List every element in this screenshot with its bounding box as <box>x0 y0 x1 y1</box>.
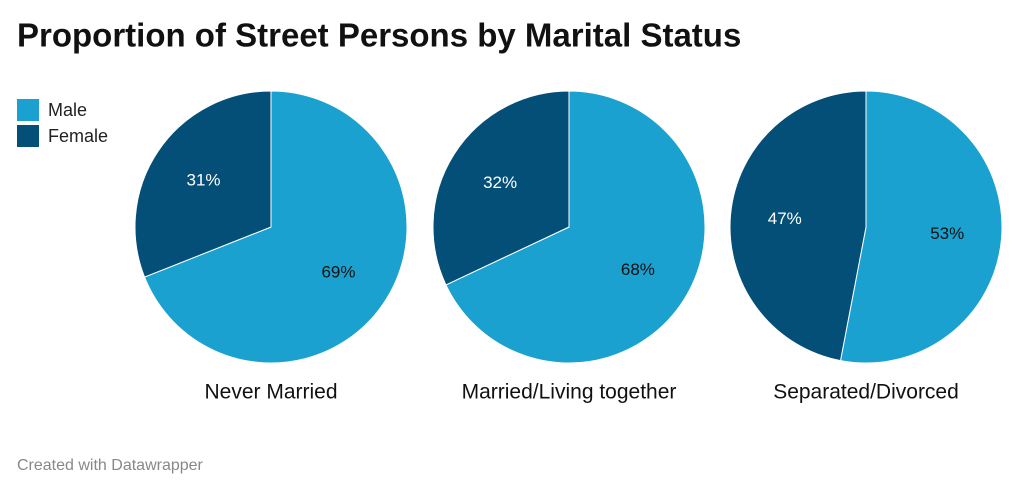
pie-slice <box>432 90 570 286</box>
legend-label: Male <box>48 100 87 120</box>
legend-label: Female <box>48 126 108 146</box>
value-label: 32% <box>483 173 517 192</box>
chart-title: Proportion of Street Persons by Marital … <box>17 17 741 54</box>
value-label: 31% <box>186 171 220 190</box>
pie-slice <box>134 90 272 278</box>
pie-label: Separated/Divorced <box>773 381 959 404</box>
pie-slice <box>143 90 408 364</box>
value-label: 53% <box>930 224 964 243</box>
value-label: 47% <box>768 209 802 228</box>
pie-slice <box>729 90 867 362</box>
pie-label: Married/Living together <box>462 381 677 404</box>
value-label: 68% <box>621 260 655 279</box>
pie-slice <box>445 90 706 364</box>
footer: Created with Datawrapper <box>17 457 204 474</box>
value-label: 69% <box>321 262 355 281</box>
pie-slice <box>839 90 1003 364</box>
pie-label: Never Married <box>204 381 337 404</box>
legend-swatch <box>17 125 39 147</box>
legend-swatch <box>17 99 39 121</box>
